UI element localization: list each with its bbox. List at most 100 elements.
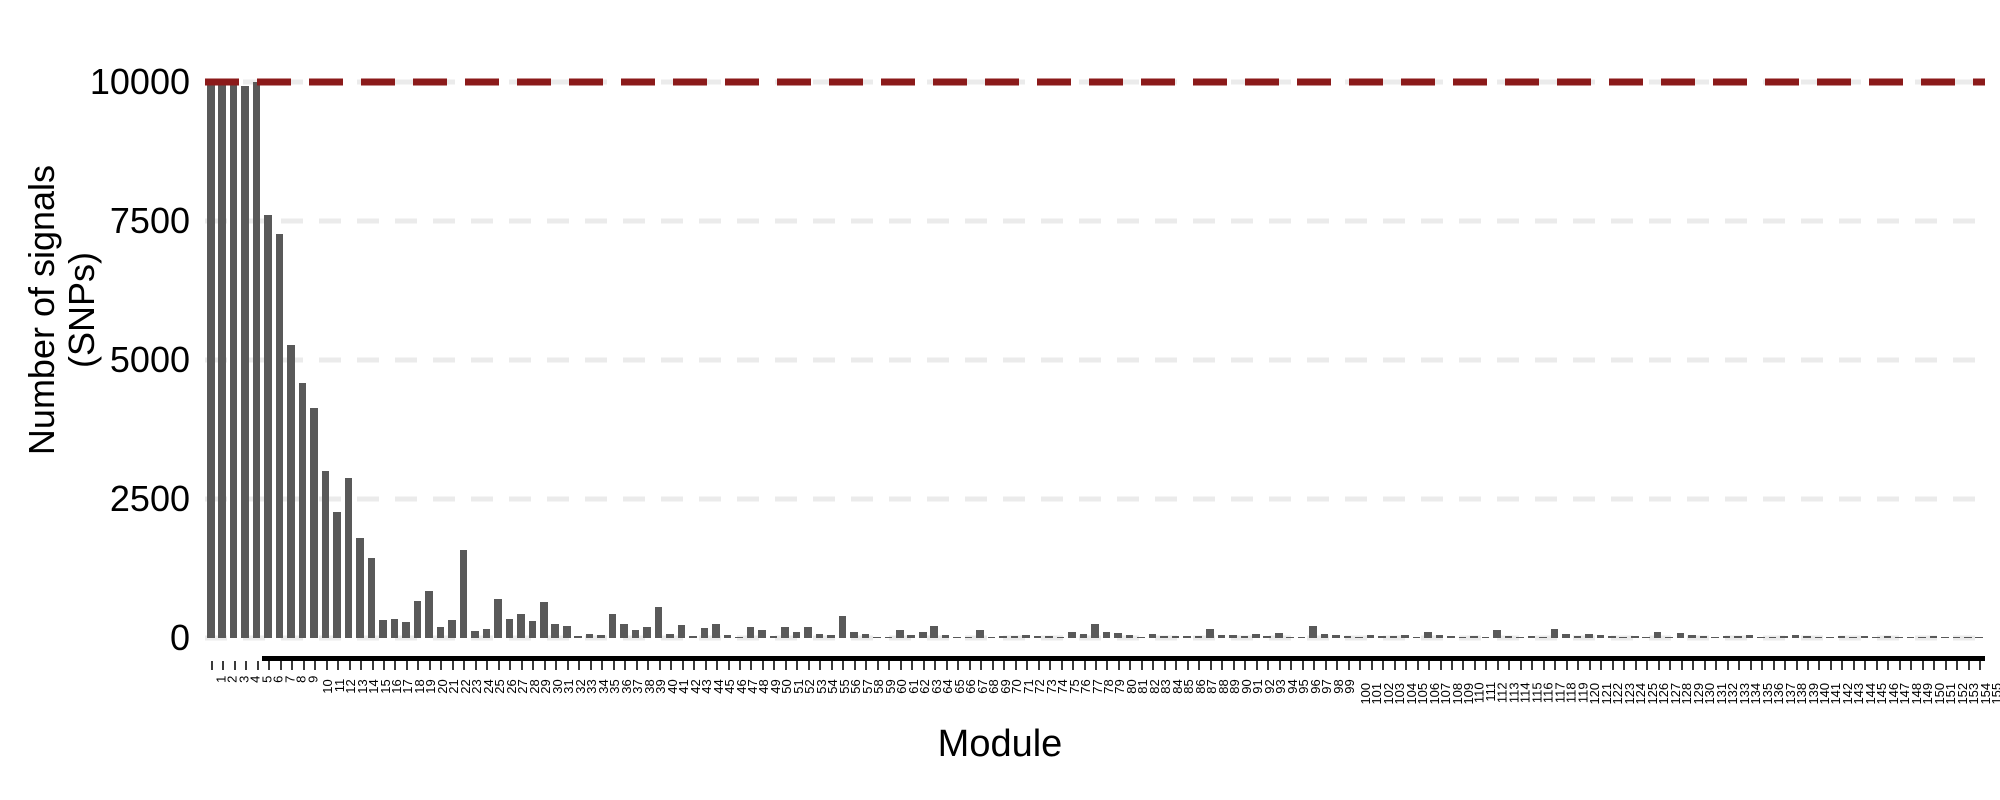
x-axis-tick-mark: [1209, 661, 1212, 670]
bar: [1963, 636, 1972, 638]
bar: [1137, 636, 1145, 638]
bar: [1171, 636, 1180, 638]
bar: [1676, 633, 1685, 638]
bar: [700, 628, 709, 638]
x-axis-tick-mark: [1496, 661, 1499, 670]
x-axis-tick-mark: [1738, 661, 1741, 670]
x-axis-tick-mark: [853, 661, 856, 670]
x-axis-tick-mark: [899, 661, 902, 670]
bar: [1045, 635, 1053, 638]
x-axis-tick-mark: [1278, 661, 1281, 670]
bar: [1160, 635, 1168, 638]
x-axis-tick-mark: [543, 661, 546, 670]
bar: [1826, 637, 1834, 638]
bar: [677, 625, 686, 638]
x-axis-title: Module: [937, 723, 1063, 765]
x-axis-tick-mark: [1841, 661, 1844, 670]
bar: [1447, 636, 1455, 638]
bar: [1814, 636, 1823, 638]
x-axis-tick-mark: [233, 661, 236, 670]
bar: [953, 636, 961, 638]
x-axis-tick-mark: [830, 661, 833, 670]
x-axis-tick-mark: [222, 661, 225, 670]
bar: [792, 631, 801, 638]
x-axis-tick-mark: [693, 661, 696, 670]
x-axis-tick-mark: [612, 661, 615, 670]
bar: [517, 613, 525, 638]
bar: [390, 619, 399, 638]
x-axis-tick-mark: [1646, 661, 1649, 670]
bar: [206, 82, 215, 638]
bar: [539, 602, 548, 638]
bar: [1837, 635, 1846, 638]
bar: [1183, 635, 1191, 638]
bar: [1125, 634, 1134, 638]
bar: [1791, 634, 1800, 638]
bar: [746, 626, 755, 638]
x-axis-tick-mark: [1313, 661, 1316, 670]
bar: [918, 632, 927, 638]
x-axis-tick-mark: [647, 661, 650, 670]
bar: [1412, 636, 1421, 638]
x-axis-tick-mark: [716, 661, 719, 670]
bar: [1355, 636, 1363, 638]
x-axis-tick-mark: [1852, 661, 1855, 670]
x-axis-tick-mark: [1049, 661, 1052, 670]
x-axis-tick-mark: [360, 661, 363, 670]
x-axis-tick-mark: [934, 661, 937, 670]
x-axis-tick-mark: [1473, 661, 1476, 670]
bar: [356, 537, 364, 638]
bar: [333, 512, 341, 638]
y-axis-tick-labels: 0 2500 5000 7500 10000: [60, 0, 190, 800]
x-axis-tick-mark: [486, 661, 489, 670]
bar: [574, 636, 582, 638]
bar: [1091, 624, 1099, 638]
bar: [425, 591, 433, 638]
x-axis-line: [262, 656, 1985, 661]
x-axis-tick-mark: [245, 661, 248, 670]
x-axis-tick-mark: [1140, 661, 1143, 670]
x-axis-tick-mark: [957, 661, 960, 670]
bar: [436, 626, 445, 638]
x-axis-tick-mark: [268, 661, 271, 670]
x-axis-tick-mark: [1829, 661, 1832, 670]
bar: [1217, 634, 1226, 638]
x-axis-tick-mark: [1290, 661, 1293, 670]
bar: [1079, 633, 1088, 638]
bar: [1699, 636, 1708, 638]
x-axis-tick-mark: [1393, 661, 1396, 670]
bar: [1022, 634, 1030, 638]
bar: [1596, 635, 1605, 638]
x-axis-tick-mark: [601, 661, 604, 670]
bar: [620, 623, 628, 638]
bar: [1883, 635, 1892, 638]
bar: [1343, 635, 1352, 638]
x-axis-tick-mark: [1944, 661, 1947, 670]
x-axis-tick-mark: [1921, 661, 1924, 670]
bar: [1206, 629, 1214, 638]
bar: [689, 635, 697, 638]
x-axis-tick-mark: [1657, 661, 1660, 670]
x-axis-tick-mark: [256, 661, 259, 670]
bar: [1378, 635, 1386, 638]
bar: [1251, 634, 1260, 638]
bar: [1297, 636, 1306, 638]
x-axis-tick-mark: [1519, 661, 1522, 670]
x-axis-tick-mark: [888, 661, 891, 670]
bar: [252, 82, 261, 638]
x-axis-tick-mark: [1083, 661, 1086, 670]
x-axis-tick-mark: [1106, 661, 1109, 670]
x-axis-tick-mark: [1784, 661, 1787, 670]
bar: [1389, 636, 1398, 638]
x-axis-tick-mark: [1864, 661, 1867, 670]
plot-area: [205, 60, 1985, 641]
x-axis-tick-mark: [991, 661, 994, 670]
x-axis-tick-mark: [1255, 661, 1258, 670]
bar: [654, 607, 663, 638]
x-axis-tick-mark: [865, 661, 868, 670]
bar: [287, 345, 295, 638]
bar: [1274, 633, 1283, 638]
x-axis-tick-mark: [210, 661, 213, 670]
x-axis-tick-mark: [337, 661, 340, 670]
bar: [562, 625, 571, 638]
